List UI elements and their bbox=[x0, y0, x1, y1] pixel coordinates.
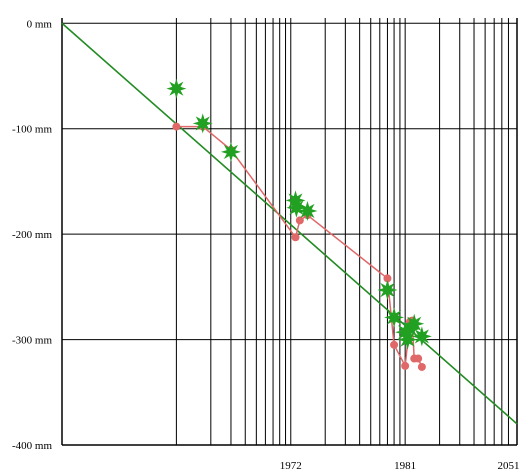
measurement-point bbox=[417, 362, 426, 371]
star-marker-group bbox=[166, 78, 432, 350]
y-tick-label: -200 mm bbox=[12, 229, 52, 241]
measurement-point bbox=[401, 361, 410, 370]
star-marker bbox=[377, 280, 398, 301]
y-axis-labels: 0 mm -100 mm -200 mm -300 mm -400 mm bbox=[12, 18, 52, 452]
x-tick-label: 1972 bbox=[280, 460, 302, 472]
trend-line bbox=[61, 22, 518, 425]
star-marker bbox=[397, 329, 418, 350]
star-marker bbox=[220, 141, 241, 162]
y-tick-label: 0 mm bbox=[27, 18, 53, 30]
star-marker bbox=[384, 307, 405, 328]
measurement-point bbox=[383, 274, 392, 283]
x-tick-label: 2051 bbox=[497, 460, 519, 472]
star-marker bbox=[411, 326, 432, 347]
star-marker bbox=[286, 197, 307, 218]
measurement-line bbox=[176, 125, 423, 369]
measurement-point bbox=[390, 340, 399, 349]
measurement-point bbox=[172, 122, 181, 131]
y-tick-label: -300 mm bbox=[12, 335, 52, 347]
measurement-point bbox=[295, 216, 304, 225]
trend-line-group bbox=[61, 22, 518, 425]
grid bbox=[61, 18, 518, 446]
y-tick-label: -100 mm bbox=[12, 124, 52, 136]
x-tick-label: 1981 bbox=[394, 460, 416, 472]
measurement-point bbox=[414, 354, 423, 363]
star-marker bbox=[297, 200, 318, 221]
star-marker bbox=[404, 313, 425, 334]
star-marker bbox=[192, 113, 213, 134]
y-tick-label: -400 mm bbox=[12, 440, 52, 452]
measurement-point bbox=[291, 233, 300, 242]
x-axis-labels: 1971197219812051 bbox=[280, 460, 520, 472]
star-marker bbox=[166, 78, 187, 99]
